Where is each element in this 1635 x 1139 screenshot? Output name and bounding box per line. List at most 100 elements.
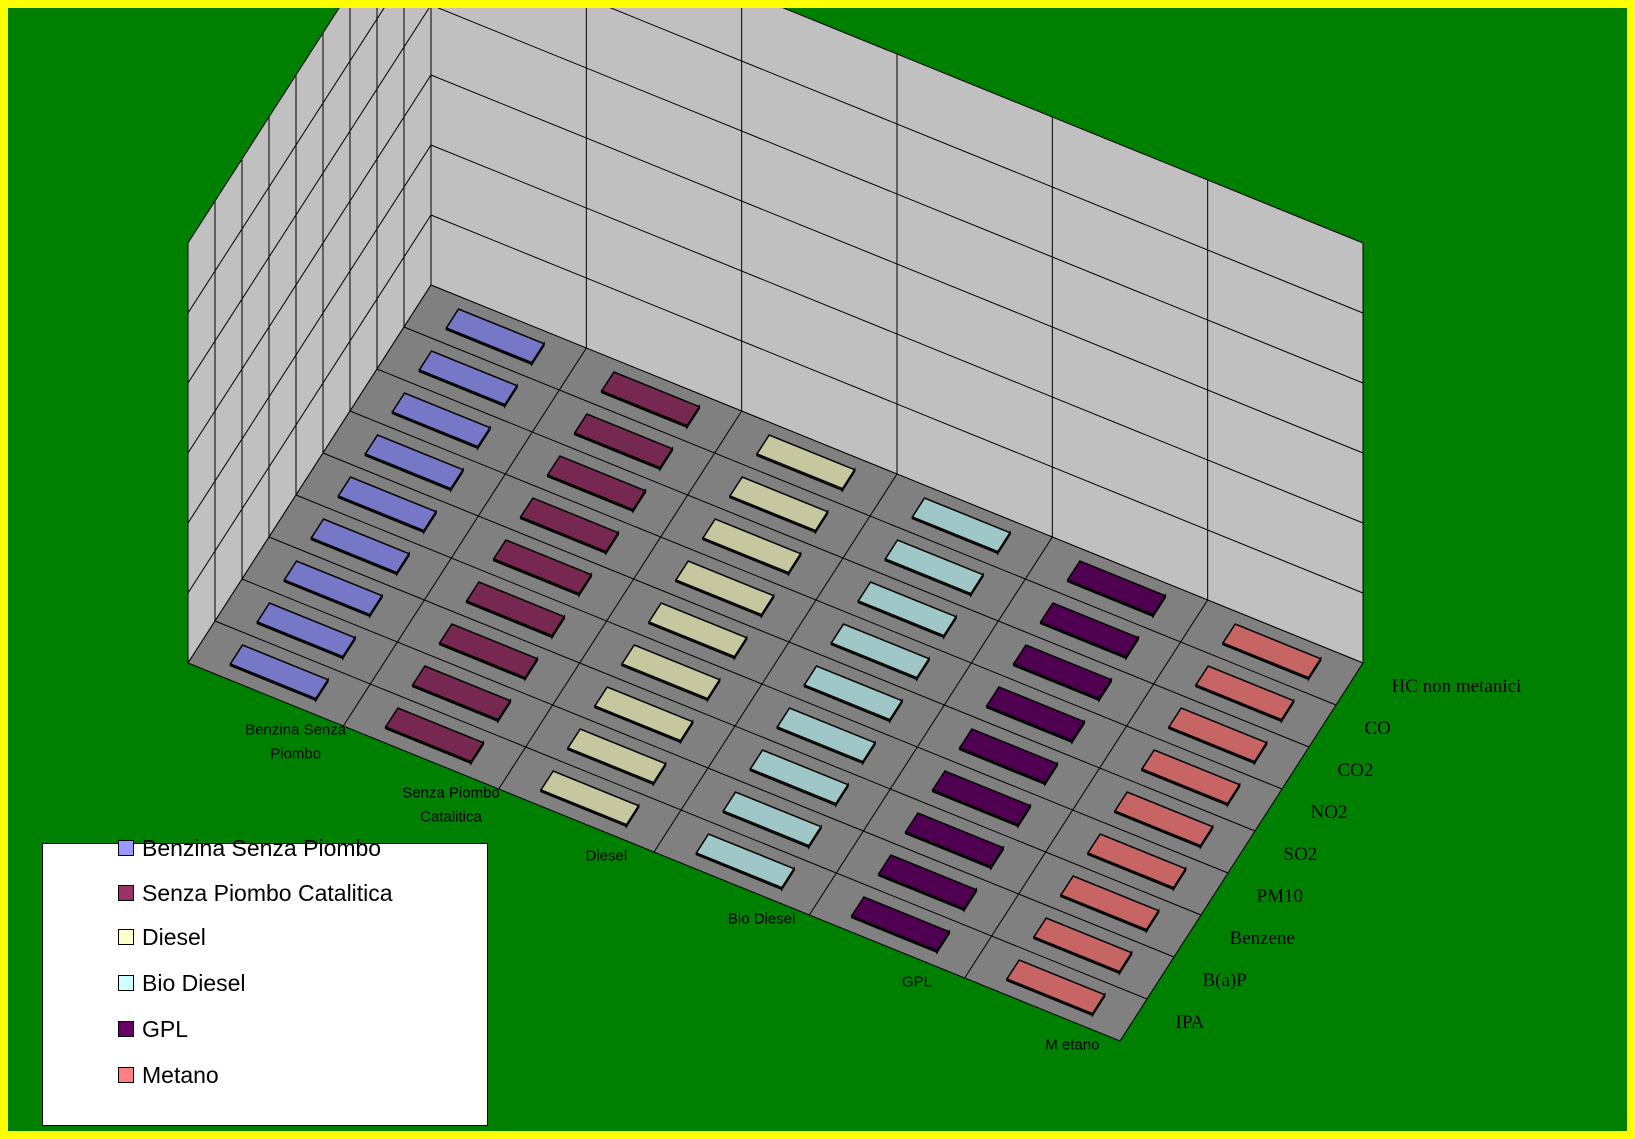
bar-2-7	[546, 455, 647, 514]
bar-top-face	[364, 434, 465, 490]
x-tick-line: Bio Diesel	[728, 911, 796, 928]
bar-top-face	[904, 812, 1005, 868]
x-tick-label: Bio Diesel	[728, 911, 796, 928]
bar-4-7	[857, 581, 958, 640]
bar-top-face	[695, 833, 796, 889]
bar-2-9	[600, 371, 701, 430]
bar-5-7	[1012, 644, 1113, 703]
bar-top-face	[384, 707, 485, 763]
bar-6-9	[1221, 623, 1322, 682]
bar-4-8	[884, 539, 985, 598]
bar-2-5	[492, 539, 593, 598]
bar-top-face	[310, 518, 411, 574]
x-tick-label: Benzina Senza Piombo	[245, 722, 347, 763]
bar-4-4	[776, 707, 877, 766]
chart-bars	[229, 308, 1322, 1018]
bar-top-face	[600, 371, 701, 427]
bar-4-9	[911, 497, 1012, 556]
bar-4-6	[830, 623, 931, 682]
depth-tick-label: SO2	[1284, 844, 1318, 865]
bar-6-5	[1113, 791, 1214, 850]
bar-5-1	[850, 896, 951, 955]
x-tick-line: GPL	[902, 974, 932, 991]
x-tick-line: Diesel	[585, 848, 627, 865]
bar-6-7	[1167, 707, 1268, 766]
bar-top-face	[728, 476, 829, 532]
bar-2-1	[384, 707, 485, 766]
bar-top-face	[674, 560, 775, 616]
bar-3-3	[593, 686, 694, 745]
bar-6-3	[1059, 875, 1160, 934]
bar-6-6	[1140, 749, 1241, 808]
bar-top-face	[755, 434, 856, 490]
chart-plot: Benzina Senza Piombo Senza Piombo Catalitic…	[187, 8, 1522, 1054]
legend-swatch-icon	[118, 929, 134, 945]
bar-5-5	[958, 728, 1059, 787]
bar-top-face	[256, 602, 357, 658]
legend-label: Bio Diesel	[142, 969, 246, 996]
bar-5-2	[877, 854, 978, 913]
bar-top-face	[445, 308, 546, 364]
bar-top-face	[593, 686, 694, 742]
bar-2-6	[519, 497, 620, 556]
depth-tick-label: B(a)P	[1203, 970, 1247, 991]
bar-3-4	[620, 644, 721, 703]
legend-label: Senza Piombo Catalitica	[142, 879, 393, 906]
x-tick-label: GPL	[902, 974, 932, 991]
gridline	[653, 473, 898, 853]
legend-item-gpl: GPL	[118, 1009, 188, 1049]
bar-top-face	[411, 665, 512, 721]
bar-3-6	[674, 560, 775, 619]
bar-4-1	[695, 833, 796, 892]
legend-label: GPL	[142, 1015, 189, 1042]
bar-top-face	[438, 623, 539, 679]
legend-item-metano: Metano	[118, 1055, 219, 1095]
bar-5-4	[931, 770, 1032, 829]
depth-tick-label: IPA	[1176, 1012, 1205, 1033]
x-tick-line: M etano	[1045, 1037, 1099, 1054]
bar-4-3	[749, 749, 850, 808]
bar-6-2	[1032, 917, 1133, 976]
x-tick-label: Senza Piombo Catalitica	[402, 785, 500, 826]
depth-tick-label: HC non metanici	[1392, 676, 1522, 697]
chart-walls	[187, 8, 1364, 1042]
bar-4-5	[803, 665, 904, 724]
bar-3-1	[539, 770, 640, 829]
bar-top-face	[830, 623, 931, 679]
bar-top-face	[391, 392, 492, 448]
bar-6-1	[1005, 959, 1106, 1018]
x-axis-labels: Benzina Senza Piombo Senza Piombo Catalitic…	[245, 722, 1099, 1054]
bar-3-9	[755, 434, 856, 493]
legend-label: Metano	[142, 1061, 219, 1088]
bar-top-face	[519, 497, 620, 553]
bar-top-face	[546, 455, 647, 511]
bar-top-face	[749, 749, 850, 805]
bar-3-5	[647, 602, 748, 661]
bar-top-face	[1113, 791, 1214, 847]
bar-top-face	[884, 539, 985, 595]
bar-1-5	[337, 476, 438, 535]
legend-label: Diesel	[142, 923, 206, 950]
bar-top-face	[1140, 749, 1241, 805]
gridline	[342, 347, 587, 727]
gridline	[964, 599, 1209, 979]
bar-2-2	[411, 665, 512, 724]
bar-top-face	[229, 644, 330, 700]
bar-2-3	[438, 623, 539, 682]
bar-1-7	[391, 392, 492, 451]
legend-swatch-icon	[118, 1021, 134, 1037]
bar-top-face	[283, 560, 384, 616]
x-tick-line: Piombo	[270, 746, 321, 763]
bar-top-face	[1086, 833, 1187, 889]
depth-tick-label: PM10	[1257, 886, 1303, 907]
legend-item-catalitica: Senza Piombo Catalitica	[118, 873, 393, 913]
bar-3-7	[701, 518, 802, 577]
bar-top-face	[877, 854, 978, 910]
bar-top-face	[1194, 665, 1295, 721]
bar-5-6	[985, 686, 1086, 745]
x-tick-label: Diesel	[585, 848, 627, 865]
gridline	[808, 536, 1053, 916]
legend-item-bio-diesel: Bio Diesel	[118, 963, 246, 1003]
